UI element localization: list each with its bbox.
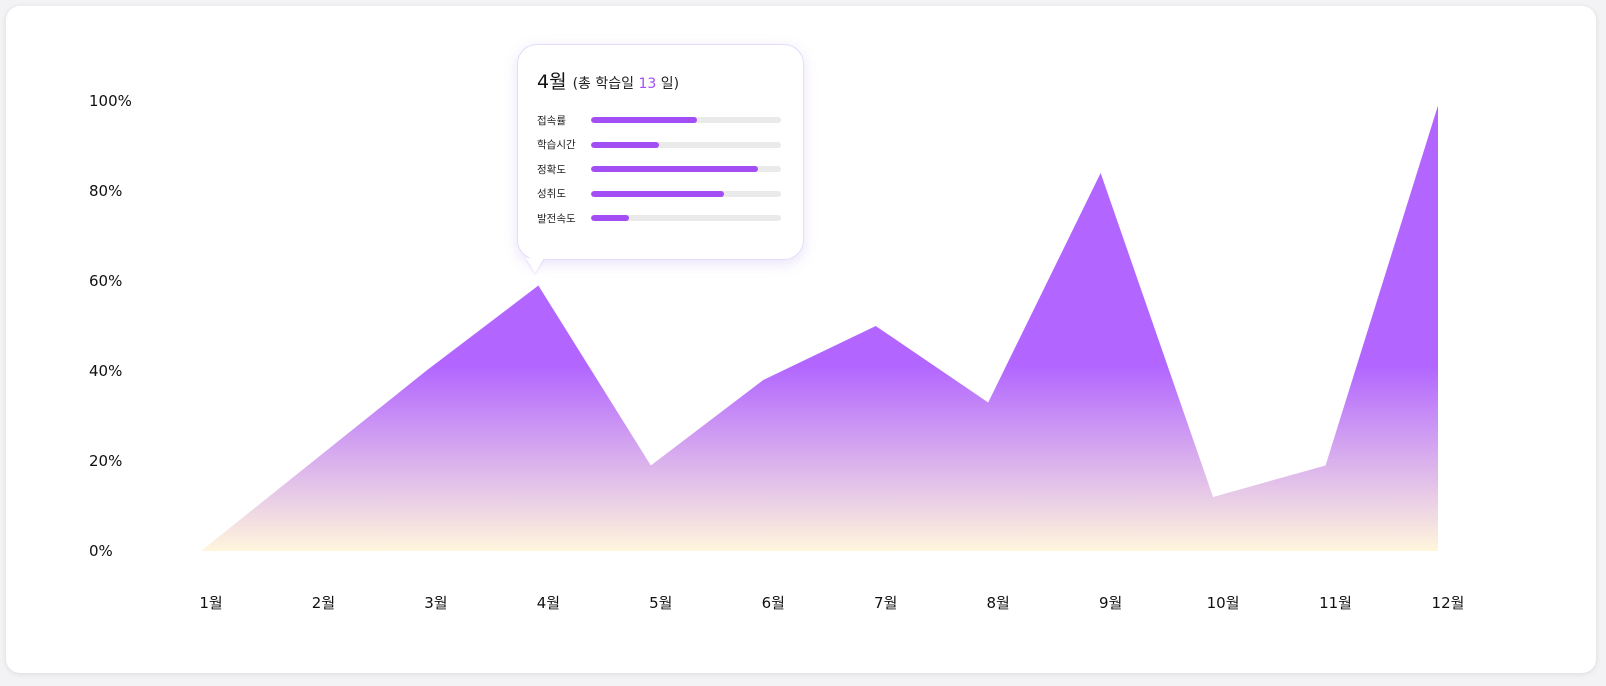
x-tick-label: 8월 xyxy=(987,594,1010,612)
x-tick-label: 3월 xyxy=(424,594,447,612)
y-tick-label: 100% xyxy=(89,92,132,110)
x-tick-label: 1월 xyxy=(199,594,222,612)
data-point[interactable] xyxy=(645,460,657,472)
tooltip-metric-fill xyxy=(591,190,724,197)
y-axis: 0% 20% 40% 60% 80% 100% xyxy=(89,92,132,560)
tooltip-metric-row: 학습시간 xyxy=(537,133,783,158)
data-point[interactable] xyxy=(420,365,432,377)
area-fill xyxy=(201,105,1438,551)
data-point[interactable] xyxy=(195,545,207,557)
x-tick-label: 9월 xyxy=(1099,594,1122,612)
data-point[interactable] xyxy=(307,455,319,467)
data-point[interactable] xyxy=(870,320,882,332)
data-point[interactable] xyxy=(1095,167,1107,179)
data-point[interactable] xyxy=(1207,491,1219,503)
x-tick-label: 6월 xyxy=(762,594,785,612)
tooltip-month: 4월 xyxy=(537,71,567,93)
tooltip-metric-fill xyxy=(591,141,660,148)
x-tick-label: 4월 xyxy=(537,594,560,612)
tooltip-metric-bar xyxy=(591,215,781,222)
chart-card: 0% 20% 40% 60% 80% 100% 1월 2월 3월 4월 5월 6월 7월 8월 9월 10월… xyxy=(6,6,1596,673)
tooltip-metric-row: 발전속도 xyxy=(537,206,783,231)
area-series xyxy=(195,100,1444,557)
x-tick-label: 10월 xyxy=(1207,594,1240,612)
tooltip-metric-bar xyxy=(591,166,781,173)
tooltip-metric-bar xyxy=(591,190,781,197)
tooltip-metric-label: 발전속도 xyxy=(537,212,576,225)
tooltip-metric-label: 정확도 xyxy=(537,163,566,176)
tooltip-days: 13 xyxy=(638,76,657,92)
tooltip-subtitle-prefix: (총 학습일 xyxy=(572,76,635,92)
x-tick-label: 11월 xyxy=(1319,594,1352,612)
area-chart: 0% 20% 40% 60% 80% 100% 1월 2월 3월 4월 5월 6월 7월 8월 9월 10월… xyxy=(89,92,1464,612)
tooltip-subtitle: (총 학습일 13 일) xyxy=(573,73,680,93)
tooltip-metric-row: 정확도 xyxy=(537,157,783,182)
tooltip-metric-label: 접속률 xyxy=(537,114,566,127)
tooltip-metric-bar xyxy=(591,117,781,124)
tooltip-metric-row: 성취도 xyxy=(537,182,783,207)
data-point[interactable] xyxy=(1320,460,1332,472)
tooltip-subtitle-suffix: 일) xyxy=(660,76,680,92)
x-tick-label: 5월 xyxy=(649,594,672,612)
tooltip-metric-row: 접속률 xyxy=(537,108,783,133)
y-tick-label: 80% xyxy=(89,182,122,200)
tooltip-metric-bar xyxy=(591,141,781,148)
x-tick-label: 12월 xyxy=(1432,594,1465,612)
tooltip-header: 4월 (총 학습일 13 일) xyxy=(537,67,783,94)
tooltip-metric-label: 성취도 xyxy=(537,188,566,201)
tooltip-metric-fill xyxy=(591,215,629,222)
data-point[interactable] xyxy=(757,374,769,386)
tooltip-metric-fill xyxy=(591,166,759,173)
y-tick-label: 0% xyxy=(89,542,113,560)
x-tick-label: 7월 xyxy=(874,594,897,612)
data-point[interactable] xyxy=(532,280,544,292)
tooltip-metric-fill xyxy=(591,117,698,124)
y-tick-label: 20% xyxy=(89,452,122,470)
data-point[interactable] xyxy=(1432,100,1444,112)
y-tick-label: 60% xyxy=(89,272,122,290)
y-tick-label: 40% xyxy=(89,362,122,380)
x-axis: 1월 2월 3월 4월 5월 6월 7월 8월 9월 10월 11월 12월 xyxy=(199,594,1464,612)
x-tick-label: 2월 xyxy=(312,594,335,612)
data-point[interactable] xyxy=(982,397,994,409)
tooltip-metric-label: 학습시간 xyxy=(537,139,576,152)
